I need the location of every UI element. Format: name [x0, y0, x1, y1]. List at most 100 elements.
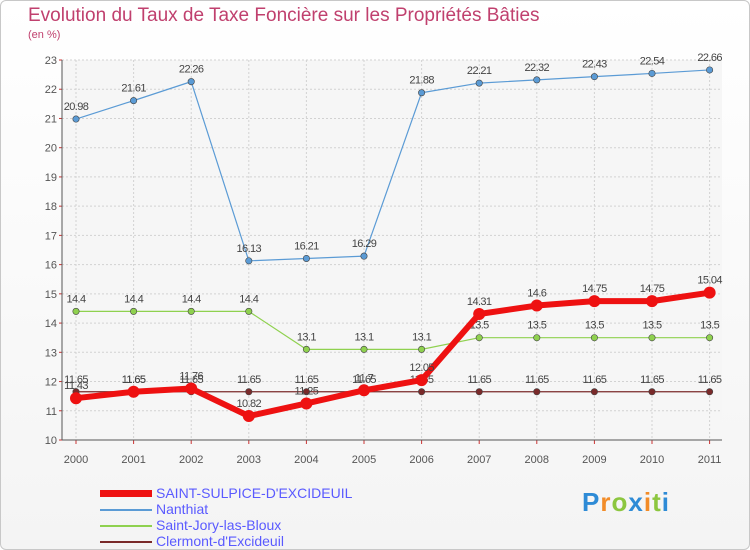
data-point-saint-jory-las-bloux [475, 334, 483, 342]
data-point-saint-jory-las-bloux [72, 307, 80, 315]
x-tick-label: 2010 [640, 454, 664, 466]
data-label-saint-jory-las-bloux: 13.5 [700, 320, 719, 332]
series-line-saint-sulpice-d-excideuil [75, 289, 711, 420]
data-label-saint-sulpice-d-excideuil: 12.05 [409, 362, 434, 374]
data-label-saint-jory-las-bloux: 13.1 [354, 331, 373, 343]
data-label-nanthiat: 22.32 [525, 62, 550, 74]
logo-letter: o [611, 487, 629, 517]
data-point-clermont-d-excideuil [245, 388, 253, 396]
proxiti-logo: Proxiti [582, 487, 670, 518]
data-point-saint-jory-las-bloux [706, 334, 714, 342]
data-point-saint-jory-las-bloux [130, 307, 138, 315]
y-tick-label: 16 [45, 260, 57, 272]
data-label-clermont-d-excideuil: 11.65 [295, 374, 319, 386]
y-tick-label: 15 [45, 289, 57, 301]
legend-swatch [100, 490, 152, 497]
chart-title: Evolution du Taux de Taxe Foncière sur l… [28, 5, 540, 26]
data-label-saint-jory-las-bloux: 14.4 [66, 293, 85, 305]
data-point-saint-sulpice-d-excideuil [415, 374, 428, 387]
legend-label: Nanthiat [156, 501, 209, 517]
data-label-saint-jory-las-bloux: 14.4 [182, 293, 201, 305]
y-tick-label: 17 [45, 230, 57, 242]
data-point-saint-jory-las-bloux [418, 345, 426, 353]
legend-label: Saint-Jory-las-Bloux [156, 517, 282, 533]
data-point-clermont-d-excideuil [418, 388, 426, 396]
data-label-clermont-d-excideuil: 11.65 [698, 374, 722, 386]
data-point-clermont-d-excideuil [302, 388, 310, 396]
data-point-nanthiat [590, 73, 598, 81]
y-tick-label: 10 [45, 435, 57, 447]
data-point-saint-sulpice-d-excideuil [703, 286, 716, 299]
data-label-clermont-d-excideuil: 11.65 [525, 374, 549, 386]
data-label-saint-jory-las-bloux: 13.5 [585, 320, 604, 332]
data-label-saint-sulpice-d-excideuil: 10.82 [237, 398, 262, 410]
logo-letter: i [643, 487, 653, 517]
x-tick-label: 2011 [698, 454, 722, 466]
data-point-nanthiat [72, 115, 80, 123]
data-label-saint-sulpice-d-excideuil: 11.65 [122, 374, 146, 386]
legend-swatch [100, 541, 152, 543]
data-point-nanthiat [302, 254, 310, 262]
data-point-saint-jory-las-bloux [590, 334, 598, 342]
data-point-clermont-d-excideuil [533, 388, 541, 396]
data-label-clermont-d-excideuil: 11.65 [64, 374, 88, 386]
x-tick-label: 2004 [294, 454, 318, 466]
data-label-clermont-d-excideuil: 11.65 [640, 374, 664, 386]
x-tick-label: 2002 [179, 454, 203, 466]
data-point-nanthiat [245, 257, 253, 265]
y-tick-label: 21 [45, 113, 57, 125]
data-point-saint-sulpice-d-excideuil [358, 384, 370, 397]
data-label-nanthiat: 21.61 [121, 83, 146, 95]
data-label-clermont-d-excideuil: 11.65 [122, 374, 146, 386]
data-point-saint-jory-las-bloux [245, 307, 253, 315]
data-label-saint-jory-las-bloux: 13.5 [527, 320, 546, 332]
series-line-nanthiat [75, 69, 710, 262]
logo-letter: r [600, 487, 612, 517]
data-label-nanthiat: 16.21 [294, 240, 319, 252]
y-tick-label: 12 [45, 377, 57, 389]
data-label-clermont-d-excideuil: 11.65 [352, 374, 376, 386]
data-point-saint-sulpice-d-excideuil [530, 299, 543, 312]
data-point-clermont-d-excideuil [590, 388, 598, 396]
data-label-saint-sulpice-d-excideuil: 11.7 [355, 372, 374, 384]
logo-letter: x [628, 487, 644, 517]
data-point-saint-sulpice-d-excideuil [242, 410, 255, 423]
series-line-saint-jory-las-bloux [76, 310, 710, 350]
data-point-saint-jory-las-bloux [648, 334, 656, 342]
data-point-clermont-d-excideuil [706, 388, 714, 396]
x-tick-label: 2008 [525, 454, 549, 466]
data-label-nanthiat: 21.88 [409, 75, 434, 87]
data-point-nanthiat [187, 78, 195, 86]
data-label-clermont-d-excideuil: 11.65 [467, 374, 491, 386]
data-point-clermont-d-excideuil [475, 388, 483, 396]
x-tick-label: 2000 [64, 454, 88, 466]
legend-swatch [100, 525, 152, 527]
legend-label: SAINT-SULPICE-D'EXCIDEUIL [156, 485, 353, 501]
data-point-nanthiat [706, 66, 714, 74]
x-tick-label: 2009 [582, 454, 606, 466]
data-label-nanthiat: 20.98 [64, 101, 89, 113]
data-point-saint-jory-las-bloux [360, 345, 368, 353]
data-label-saint-sulpice-d-excideuil: 14.6 [527, 288, 546, 300]
data-label-nanthiat: 22.54 [640, 55, 665, 67]
data-label-nanthiat: 22.21 [467, 65, 492, 77]
x-tick-label: 2006 [409, 454, 433, 466]
data-point-saint-jory-las-bloux [187, 307, 195, 315]
y-tick-label: 23 [45, 55, 57, 67]
y-tick-label: 22 [45, 84, 57, 96]
data-point-clermont-d-excideuil [648, 388, 656, 396]
data-label-saint-jory-las-bloux: 14.4 [239, 293, 258, 305]
data-label-nanthiat: 16.13 [237, 243, 262, 255]
data-label-saint-sulpice-d-excideuil: 14.75 [582, 283, 607, 295]
data-point-nanthiat [418, 89, 426, 97]
data-point-saint-sulpice-d-excideuil [473, 308, 486, 321]
data-label-clermont-d-excideuil: 11.65 [179, 374, 203, 386]
logo-letter: P [582, 487, 601, 517]
y-tick-label: 19 [45, 172, 57, 184]
data-label-clermont-d-excideuil: 11.65 [583, 374, 607, 386]
data-point-saint-jory-las-bloux [302, 345, 310, 353]
data-point-saint-sulpice-d-excideuil [70, 392, 82, 405]
logo-letter: t [652, 487, 662, 517]
data-label-nanthiat: 22.66 [697, 52, 722, 64]
x-tick-label: 2007 [467, 454, 491, 466]
